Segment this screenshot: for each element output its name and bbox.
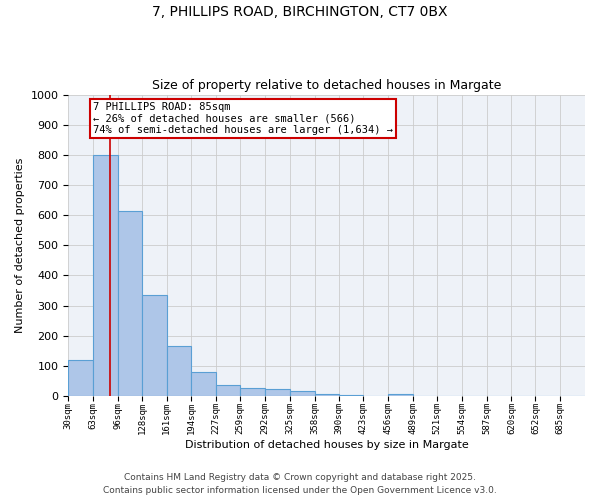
Bar [191, 372, 216, 396]
X-axis label: Distribution of detached houses by size in Margate: Distribution of detached houses by size … [185, 440, 469, 450]
Bar [240, 388, 265, 396]
Bar [68, 360, 93, 396]
Bar [388, 394, 413, 396]
Bar [167, 346, 191, 396]
Text: 7, PHILLIPS ROAD, BIRCHINGTON, CT7 0BX: 7, PHILLIPS ROAD, BIRCHINGTON, CT7 0BX [152, 5, 448, 19]
Bar [314, 394, 338, 396]
Title: Size of property relative to detached houses in Margate: Size of property relative to detached ho… [152, 79, 502, 92]
Text: 7 PHILLIPS ROAD: 85sqm
← 26% of detached houses are smaller (566)
74% of semi-de: 7 PHILLIPS ROAD: 85sqm ← 26% of detached… [93, 102, 393, 136]
Bar [142, 295, 167, 396]
Text: Contains public sector information licensed under the Open Government Licence v3: Contains public sector information licen… [103, 486, 497, 495]
Bar [93, 155, 118, 396]
Bar [216, 385, 240, 396]
Bar [265, 390, 290, 396]
Y-axis label: Number of detached properties: Number of detached properties [15, 158, 25, 333]
Bar [290, 391, 314, 396]
Bar [118, 210, 142, 396]
Text: Contains HM Land Registry data © Crown copyright and database right 2025.: Contains HM Land Registry data © Crown c… [124, 474, 476, 482]
